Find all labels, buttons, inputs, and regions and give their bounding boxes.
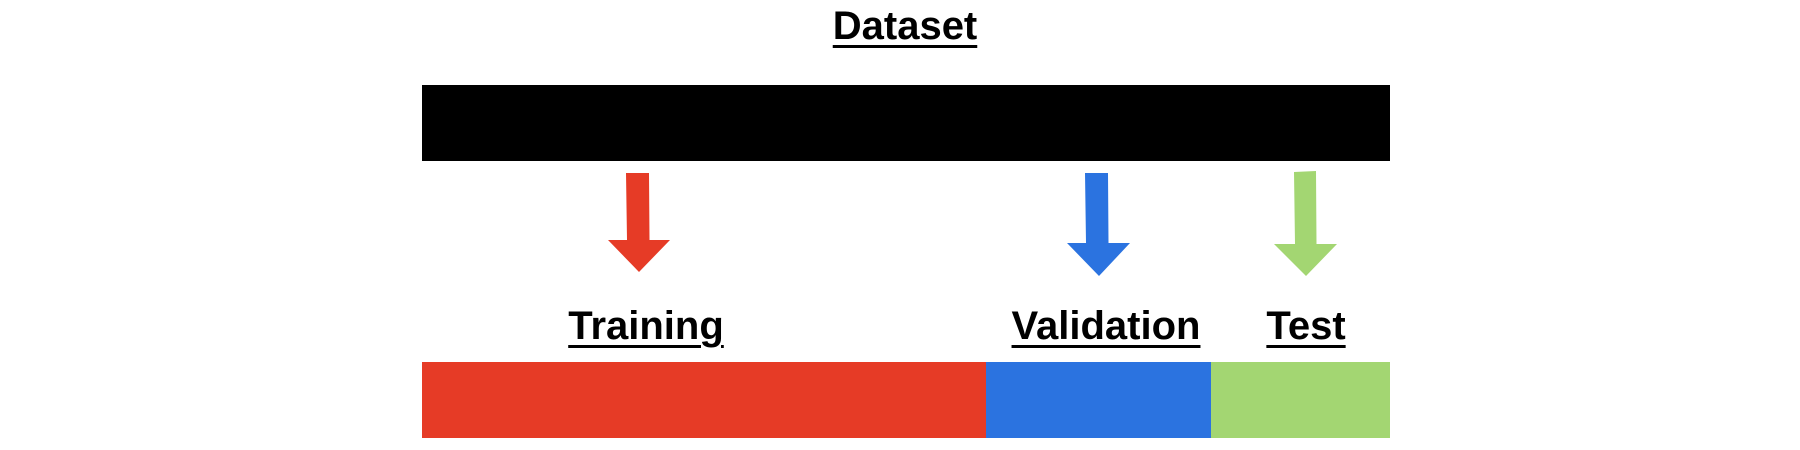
validation-label: Validation xyxy=(1011,304,1201,348)
dataset-bar xyxy=(422,85,1390,161)
validation-arrow-icon xyxy=(1067,173,1130,276)
dataset-title: Dataset xyxy=(832,4,978,48)
training-segment xyxy=(422,362,987,438)
training-label: Training xyxy=(568,304,724,348)
split-bar xyxy=(422,362,1390,438)
test-label: Test xyxy=(1266,304,1346,348)
test-segment xyxy=(1210,362,1390,438)
validation-segment xyxy=(986,362,1211,438)
test-arrow-icon xyxy=(1274,171,1337,276)
training-arrow-icon xyxy=(608,173,670,272)
